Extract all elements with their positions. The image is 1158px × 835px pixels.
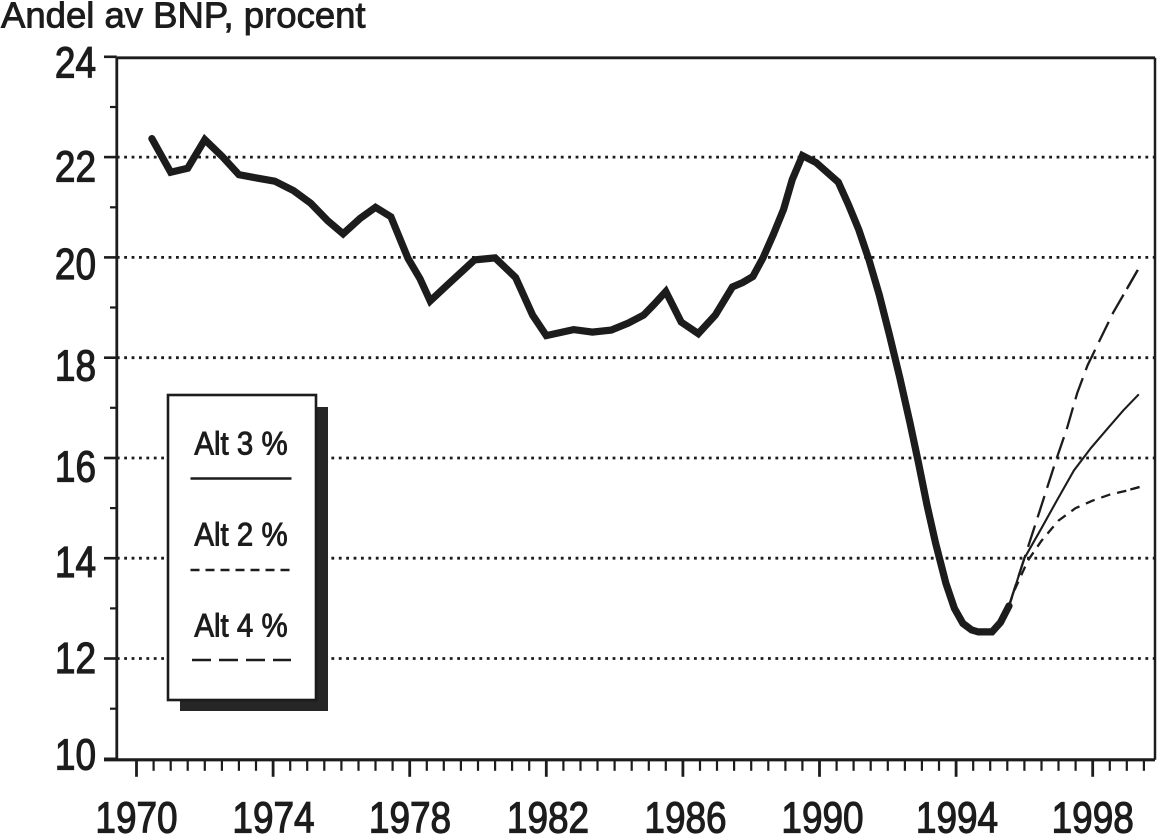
svg-text:24: 24 (55, 38, 96, 88)
svg-text:18: 18 (55, 341, 96, 391)
svg-text:1990: 1990 (781, 792, 863, 835)
svg-text:12: 12 (55, 633, 96, 683)
svg-text:Alt 3 %: Alt 3 % (194, 425, 287, 461)
svg-text:16: 16 (55, 442, 96, 492)
svg-text:1974: 1974 (232, 792, 314, 835)
svg-text:22: 22 (55, 142, 96, 192)
svg-text:1998: 1998 (1052, 792, 1134, 835)
svg-text:1978: 1978 (369, 792, 451, 835)
svg-text:Andel av BNP, procent: Andel av BNP, procent (1, 0, 366, 36)
svg-text:Alt 2 %: Alt 2 % (194, 516, 287, 552)
svg-text:14: 14 (55, 537, 96, 587)
svg-text:20: 20 (55, 239, 96, 289)
svg-text:10: 10 (55, 730, 96, 780)
svg-text:1970: 1970 (95, 792, 177, 835)
svg-text:1994: 1994 (916, 792, 998, 835)
svg-text:1982: 1982 (507, 792, 589, 835)
svg-text:1986: 1986 (644, 792, 726, 835)
svg-text:Alt 4 %: Alt 4 % (194, 607, 287, 643)
